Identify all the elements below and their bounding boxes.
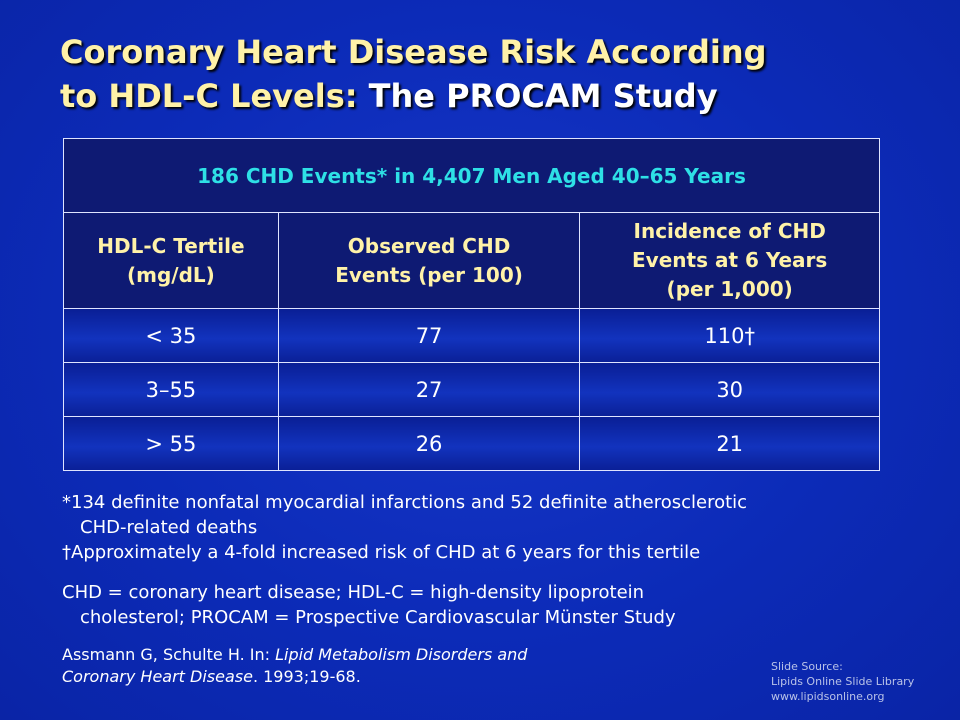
- table-caption-row: 186 CHD Events* in 4,407 Men Aged 40–65 …: [63, 138, 880, 213]
- table-cell: > 55: [63, 416, 279, 471]
- abbreviations: CHD = coronary heart disease; HDL-C = hi…: [62, 580, 922, 630]
- title-part1-line1: Coronary Heart Disease Risk According: [60, 33, 767, 71]
- table-cell: < 35: [63, 308, 279, 363]
- header-line: (per 1,000): [666, 277, 793, 301]
- header-line: (mg/dL): [126, 262, 215, 287]
- table-cell: 27: [277, 362, 581, 417]
- slide-source: Slide Source: Lipids Online Slide Librar…: [771, 659, 914, 704]
- slide-source-url: www.lipidsonline.org: [771, 690, 885, 703]
- table-row: > 55 26 21: [63, 416, 880, 471]
- header-line: Incidence of CHD: [633, 219, 826, 243]
- table-cell: 21: [579, 416, 880, 471]
- footnote-star-cont: CHD-related deaths: [80, 517, 258, 538]
- slide-title: Coronary Heart Disease Risk According to…: [60, 30, 920, 118]
- table-cell: 26: [277, 416, 581, 471]
- table-cell: 77: [277, 308, 581, 363]
- citation-authors: Assmann G, Schulte H. In:: [62, 645, 270, 664]
- table-cell: 30: [579, 362, 880, 417]
- table-caption: 186 CHD Events* in 4,407 Men Aged 40–65 …: [63, 138, 880, 213]
- header-observed-chd: Observed CHD Events (per 100): [277, 212, 581, 309]
- citation-rest: . 1993;19-68.: [252, 667, 361, 686]
- footnote-star: *134 definite nonfatal myocardial infarc…: [62, 492, 748, 513]
- table-row: < 35 77 110†: [63, 308, 880, 363]
- header-line: Events (per 100): [335, 262, 523, 287]
- footnote-dagger: †Approximately a 4-fold increased risk o…: [62, 542, 701, 563]
- header-line: HDL-C Tertile: [97, 233, 245, 258]
- header-hdl-tertile: HDL-C Tertile (mg/dL): [63, 212, 279, 309]
- citation-book-line2: Coronary Heart Disease: [62, 667, 253, 686]
- table-row: 3–55 27 30: [63, 362, 880, 417]
- table-header-row: HDL-C Tertile (mg/dL) Observed CHD Event…: [63, 212, 880, 309]
- footnotes: *134 definite nonfatal myocardial infarc…: [62, 490, 922, 565]
- header-line: Observed CHD: [347, 233, 511, 258]
- table-cell: 3–55: [63, 362, 279, 417]
- citation: Assmann G, Schulte H. In: Lipid Metaboli…: [62, 644, 702, 688]
- table-cell: 110†: [579, 308, 880, 363]
- citation-book-line1: Lipid Metabolism Disorders and: [275, 645, 528, 664]
- slide-source-label: Slide Source:: [771, 660, 843, 673]
- header-line: Events at 6 Years: [632, 248, 828, 272]
- slide-source-library: Lipids Online Slide Library: [771, 675, 915, 688]
- header-incidence-chd: Incidence of CHD Events at 6 Years (per …: [579, 212, 880, 309]
- abbrev-line: CHD = coronary heart disease; HDL-C = hi…: [62, 582, 645, 603]
- title-part2: The PROCAM Study: [368, 77, 718, 115]
- abbrev-line-cont: cholesterol; PROCAM = Prospective Cardio…: [80, 607, 676, 628]
- title-part1-line2: to HDL-C Levels:: [60, 77, 358, 115]
- procam-table: 186 CHD Events* in 4,407 Men Aged 40–65 …: [63, 138, 880, 471]
